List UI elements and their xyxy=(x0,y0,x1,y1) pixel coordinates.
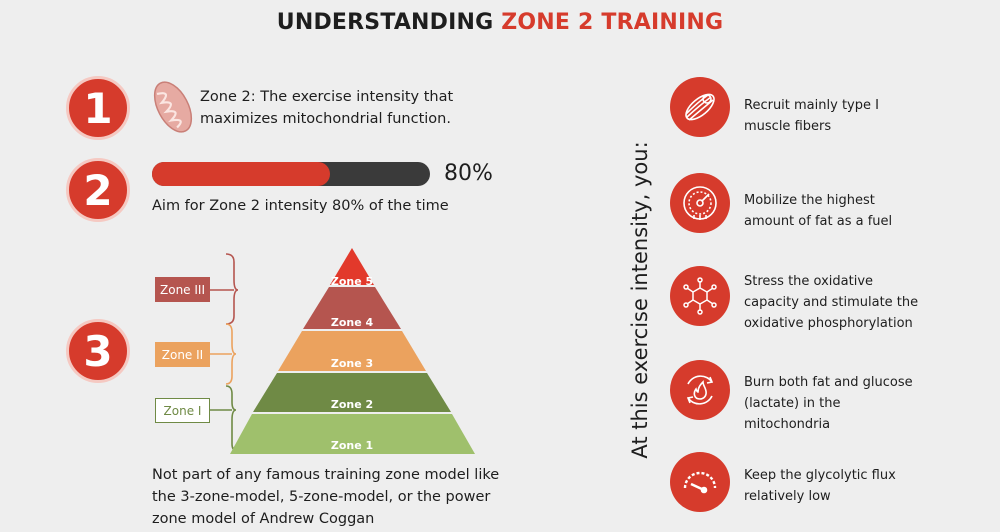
mitochondria-icon xyxy=(153,81,193,133)
benefit-5-line-1: Keep the glycolytic flux xyxy=(744,468,896,483)
zone-brackets xyxy=(210,253,240,453)
step-3-line-2: the 3-zone-model, 5-zone-model, or the p… xyxy=(152,489,491,505)
benefit-4-line-1: Burn both fat and glucose xyxy=(744,375,913,390)
title-accent: ZONE 2 TRAINING xyxy=(501,10,724,35)
benefit-3-badge xyxy=(670,266,730,326)
step-3-line-1: Not part of any famous training zone mod… xyxy=(152,467,500,483)
benefit-3-line-1: Stress the oxidative xyxy=(744,274,874,289)
step-3-number: 3 xyxy=(83,326,113,376)
step-1-number: 1 xyxy=(83,83,113,133)
progress-bar xyxy=(152,162,430,186)
step-3-line-3: zone model of Andrew Coggan xyxy=(152,511,375,527)
zone-group-2-label: Zone II xyxy=(161,347,204,362)
zone-group-3-label: Zone III xyxy=(160,282,205,297)
benefit-2-line-2: amount of fat as a fuel xyxy=(744,214,893,229)
page-title: UNDERSTANDING ZONE 2 TRAINING xyxy=(0,10,1000,35)
step-2-badge: 2 xyxy=(66,158,130,222)
flame-cycle-icon xyxy=(686,375,714,405)
pyramid-level-5 xyxy=(330,248,374,285)
pyramid-level-3 xyxy=(278,331,426,371)
pyramid-label-3: Zone 3 xyxy=(331,357,373,370)
benefit-5-badge xyxy=(670,452,730,512)
benefit-4-line-3: mitochondria xyxy=(744,417,831,432)
benefit-4-line-2: (lactate) in the xyxy=(744,396,841,411)
step-3-badge: 3 xyxy=(66,319,130,383)
benefit-3-line-3: oxidative phosphorylation xyxy=(744,316,913,331)
benefit-3-text: Stress the oxidative capacity and stimul… xyxy=(744,271,974,334)
zone-group-1-tag: Zone I xyxy=(155,398,210,423)
gauge-icon xyxy=(683,186,717,220)
pyramid-label-2: Zone 2 xyxy=(331,398,373,411)
bracket-zone-3 xyxy=(225,253,239,325)
benefit-2-badge xyxy=(670,173,730,233)
bracket-zone-1 xyxy=(225,385,240,453)
zone-group-1-label: Zone I xyxy=(163,403,202,418)
zone-group-2-tag: Zone II xyxy=(155,342,210,367)
bracket-zone-2 xyxy=(225,323,237,385)
pyramid-level-2 xyxy=(253,373,451,412)
molecule-icon xyxy=(683,277,717,315)
pyramid-label-1: Zone 1 xyxy=(331,439,373,452)
step-1-badge: 1 xyxy=(66,76,130,140)
benefit-4-badge xyxy=(670,360,730,420)
benefit-3-line-2: capacity and stimulate the xyxy=(744,295,919,310)
benefit-2-text: Mobilize the highest amount of fat as a … xyxy=(744,190,974,232)
benefit-1-text: Recruit mainly type I muscle fibers xyxy=(744,95,974,137)
step-2-number: 2 xyxy=(83,165,113,215)
progress-fill xyxy=(152,162,330,186)
benefit-1-line-1: Recruit mainly type I xyxy=(744,98,879,113)
pyramid-label-4: Zone 4 xyxy=(331,316,374,329)
muscle-fiber-icon xyxy=(685,93,715,121)
step-1-line-2: maximizes mitochondrial function. xyxy=(200,111,451,127)
benefit-4-text: Burn both fat and glucose (lactate) in t… xyxy=(744,372,974,435)
benefit-1-line-2: muscle fibers xyxy=(744,119,832,134)
benefit-5-text: Keep the glycolytic flux relatively low xyxy=(744,465,974,507)
benefit-2-line-1: Mobilize the highest xyxy=(744,193,875,208)
step-3-text: Not part of any famous training zone mod… xyxy=(152,464,499,530)
side-heading-text: At this exercise intensity, you: xyxy=(628,141,652,459)
progress-label: 80% xyxy=(444,161,493,186)
pyramid-label-5: Zone 5 xyxy=(331,275,373,288)
pyramid-level-1 xyxy=(230,414,475,454)
step-1-line-1: Zone 2: The exercise intensity that xyxy=(200,89,454,105)
step-2-text: Aim for Zone 2 intensity 80% of the time xyxy=(152,198,449,214)
zone-pyramid: Zone 5 Zone 4 Zone 3 Zone 2 Zone 1 xyxy=(230,248,475,454)
benefit-5-line-2: relatively low xyxy=(744,489,831,504)
step-1-text: Zone 2: The exercise intensity that maxi… xyxy=(200,86,453,130)
title-main: UNDERSTANDING xyxy=(276,10,502,35)
speedometer-low-icon xyxy=(683,471,717,494)
benefit-1-badge xyxy=(670,77,730,137)
zone-group-3-tag: Zone III xyxy=(155,277,210,302)
pyramid-level-4 xyxy=(303,287,401,329)
